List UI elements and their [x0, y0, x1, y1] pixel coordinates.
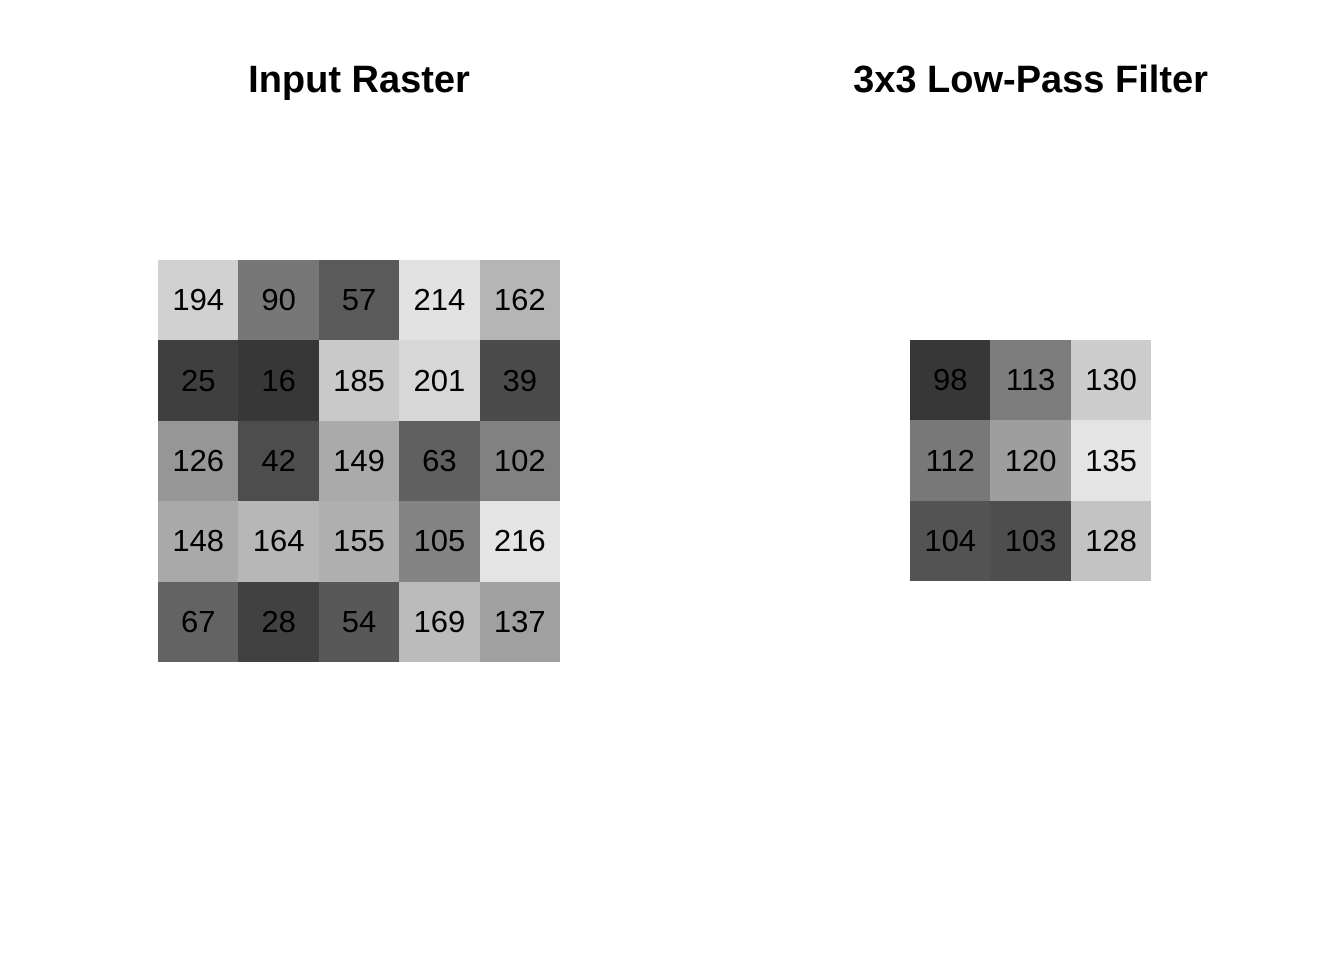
input-raster-cell-r5-c1: 67: [158, 581, 239, 662]
input-raster-cell-r3-c5: 102: [479, 420, 560, 502]
low-pass-filter-cell-r3-c3: 128: [1070, 500, 1152, 582]
input-raster-cell-r5-c2: 28: [238, 581, 319, 662]
input-raster-cell-r2-c2: 16: [238, 340, 319, 421]
input-raster-cell-r3-c3: 149: [318, 420, 400, 502]
input-raster-cell-r3-c1: 126: [158, 420, 239, 502]
input-raster-cell-r2-c5: 39: [479, 340, 560, 421]
input-raster-grid: 194 90 57 214 162 25 16 185 201 39 126 42 149 63 102 14…: [158, 260, 560, 662]
input-raster-cell-r5-c4: 169: [399, 581, 480, 662]
input-raster-cell-r4-c5: 216: [479, 501, 560, 582]
input-raster-cell-r2-c4: 201: [399, 340, 480, 421]
low-pass-filter-cell-r2-c1: 112: [910, 420, 991, 501]
input-raster-cell-r1-c1: 194: [158, 260, 239, 341]
low-pass-filter-cell-r3-c1: 104: [910, 500, 991, 582]
input-raster-cell-r4-c4: 105: [399, 501, 480, 582]
input-raster-cell-r1-c5: 162: [479, 260, 560, 341]
input-raster-cell-r5-c5: 137: [479, 581, 560, 662]
input-raster-cell-r4-c2: 164: [238, 501, 319, 582]
input-raster-cell-r3-c4: 63: [399, 420, 480, 502]
low-pass-filter-cell-r2-c3: 135: [1070, 420, 1152, 501]
input-raster-cell-r1-c4: 214: [399, 260, 480, 341]
low-pass-filter-cell-r2-c2: 120: [990, 420, 1071, 501]
low-pass-filter-grid: 98 113 130 112 120 135 104 103 128: [910, 340, 1152, 582]
input-raster-cell-r3-c2: 42: [238, 420, 319, 502]
input-raster-cell-r5-c3: 54: [318, 581, 400, 662]
low-pass-filter-cell-r1-c3: 130: [1070, 340, 1152, 421]
low-pass-filter-cell-r1-c1: 98: [910, 340, 991, 421]
low-pass-filter-cell-r3-c2: 103: [990, 500, 1071, 582]
input-raster-cell-r1-c2: 90: [238, 260, 319, 341]
input-raster-title: Input Raster: [248, 59, 470, 101]
input-raster-cell-r4-c3: 155: [318, 501, 400, 582]
input-raster-cell-r2-c3: 185: [318, 340, 400, 421]
input-raster-cell-r1-c3: 57: [318, 260, 400, 341]
input-raster-cell-r4-c1: 148: [158, 501, 239, 582]
low-pass-filter-title: 3x3 Low-Pass Filter: [853, 59, 1208, 101]
low-pass-filter-cell-r1-c2: 113: [990, 340, 1071, 421]
input-raster-cell-r2-c1: 25: [158, 340, 239, 421]
